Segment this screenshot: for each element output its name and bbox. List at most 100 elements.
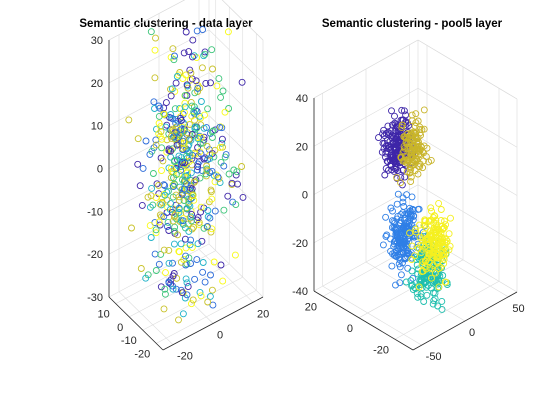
scatter-point <box>191 123 199 131</box>
scatter-point <box>388 262 396 270</box>
scatter-point <box>437 235 445 243</box>
scatter-point <box>175 196 183 204</box>
z-tick-label: 40 <box>296 93 308 105</box>
scatter-point <box>403 140 411 148</box>
scatter-point <box>384 145 392 153</box>
scatter-point <box>427 156 435 164</box>
scatter-point <box>427 204 435 212</box>
scatter-point <box>187 169 195 177</box>
scatter-point <box>160 190 168 198</box>
scatter-point <box>181 103 189 111</box>
scatter-point <box>445 230 453 238</box>
scatter-point <box>409 274 417 282</box>
grid-line <box>208 158 264 212</box>
scatter-point <box>387 127 395 135</box>
scatter-point <box>147 192 155 200</box>
z-tick-label: 0 <box>97 164 103 176</box>
scatter-point <box>192 106 200 114</box>
scatter-point <box>421 274 429 282</box>
scatter-point <box>383 231 391 239</box>
scatter-point <box>437 206 445 213</box>
y-tick-label: 0 <box>117 322 123 334</box>
box-edge <box>417 39 518 100</box>
y-axis-line <box>313 290 414 351</box>
scatter-point <box>439 225 447 233</box>
scatter-point <box>409 143 417 151</box>
scatter-point <box>230 166 238 174</box>
scatter-point <box>392 135 400 143</box>
scatter-point <box>157 123 165 131</box>
scatter-point <box>138 201 146 209</box>
scatter-point <box>177 166 185 174</box>
scatter-point <box>388 107 395 115</box>
box-edge <box>108 0 186 41</box>
scatter-point <box>182 252 190 260</box>
left-chart-title: Semantic clustering - data layer <box>79 18 253 30</box>
scatter-point <box>419 242 427 250</box>
scatter-point <box>167 92 175 100</box>
scatter-point <box>208 167 216 175</box>
scatter-point <box>151 46 159 54</box>
z-tick-label: 30 <box>91 35 103 47</box>
grid-line <box>208 29 264 84</box>
scatter-point <box>172 171 180 179</box>
scatter-point <box>400 147 408 155</box>
scatter-point <box>403 130 411 138</box>
scatter-point <box>428 216 436 224</box>
scatter-point <box>239 193 247 201</box>
grid-line <box>198 249 254 303</box>
grid-line <box>394 281 500 340</box>
scatter-point <box>185 48 193 56</box>
scatter-point <box>163 148 171 156</box>
scatter-point <box>150 98 158 106</box>
scatter-point <box>170 240 178 248</box>
grid-line <box>417 87 518 148</box>
scatter-point <box>152 141 160 149</box>
scatter-point <box>204 298 212 306</box>
scatter-point <box>178 186 186 194</box>
scatter-point <box>390 133 398 141</box>
scatter-point <box>397 179 405 187</box>
scatter-point <box>418 126 426 134</box>
grid-line <box>313 87 419 147</box>
scatter-point <box>392 247 400 255</box>
scatter-point <box>413 289 421 297</box>
left-points <box>125 26 247 324</box>
scatter-point <box>214 173 222 181</box>
scatter-point <box>206 292 214 300</box>
scatter-point <box>407 173 415 181</box>
scatter-point <box>165 246 173 254</box>
grid-line <box>156 290 257 344</box>
scatter-point <box>431 269 439 277</box>
scatter-point <box>202 170 210 178</box>
scatter-point <box>200 124 208 132</box>
scatter-point <box>160 104 168 112</box>
scatter-point <box>188 188 196 196</box>
scatter-point <box>425 231 433 239</box>
scatter-point <box>389 207 396 215</box>
scatter-point <box>414 205 422 213</box>
grid-line <box>115 250 216 304</box>
scatter-point <box>407 277 415 285</box>
scatter-point <box>402 111 410 119</box>
scatter-point <box>232 201 240 209</box>
scatter-point <box>179 310 187 318</box>
scatter-point <box>208 134 216 141</box>
scatter-point <box>221 153 229 161</box>
scatter-point <box>426 246 434 254</box>
z-tick-label: -20 <box>292 238 308 250</box>
y-tick-label: -10 <box>121 335 137 347</box>
scatter-point <box>182 28 190 36</box>
z-tick-label: -30 <box>87 292 103 304</box>
scatter-point <box>155 260 163 268</box>
scatter-point <box>168 85 176 93</box>
scatter-point <box>208 286 216 294</box>
grid-line <box>208 243 264 298</box>
scatter-point <box>200 52 208 60</box>
scatter-point <box>194 135 202 143</box>
scatter-point <box>399 250 407 258</box>
scatter-point <box>188 210 196 218</box>
scatter-point <box>387 146 395 154</box>
scatter-point <box>431 252 438 260</box>
scatter-point <box>238 163 246 170</box>
